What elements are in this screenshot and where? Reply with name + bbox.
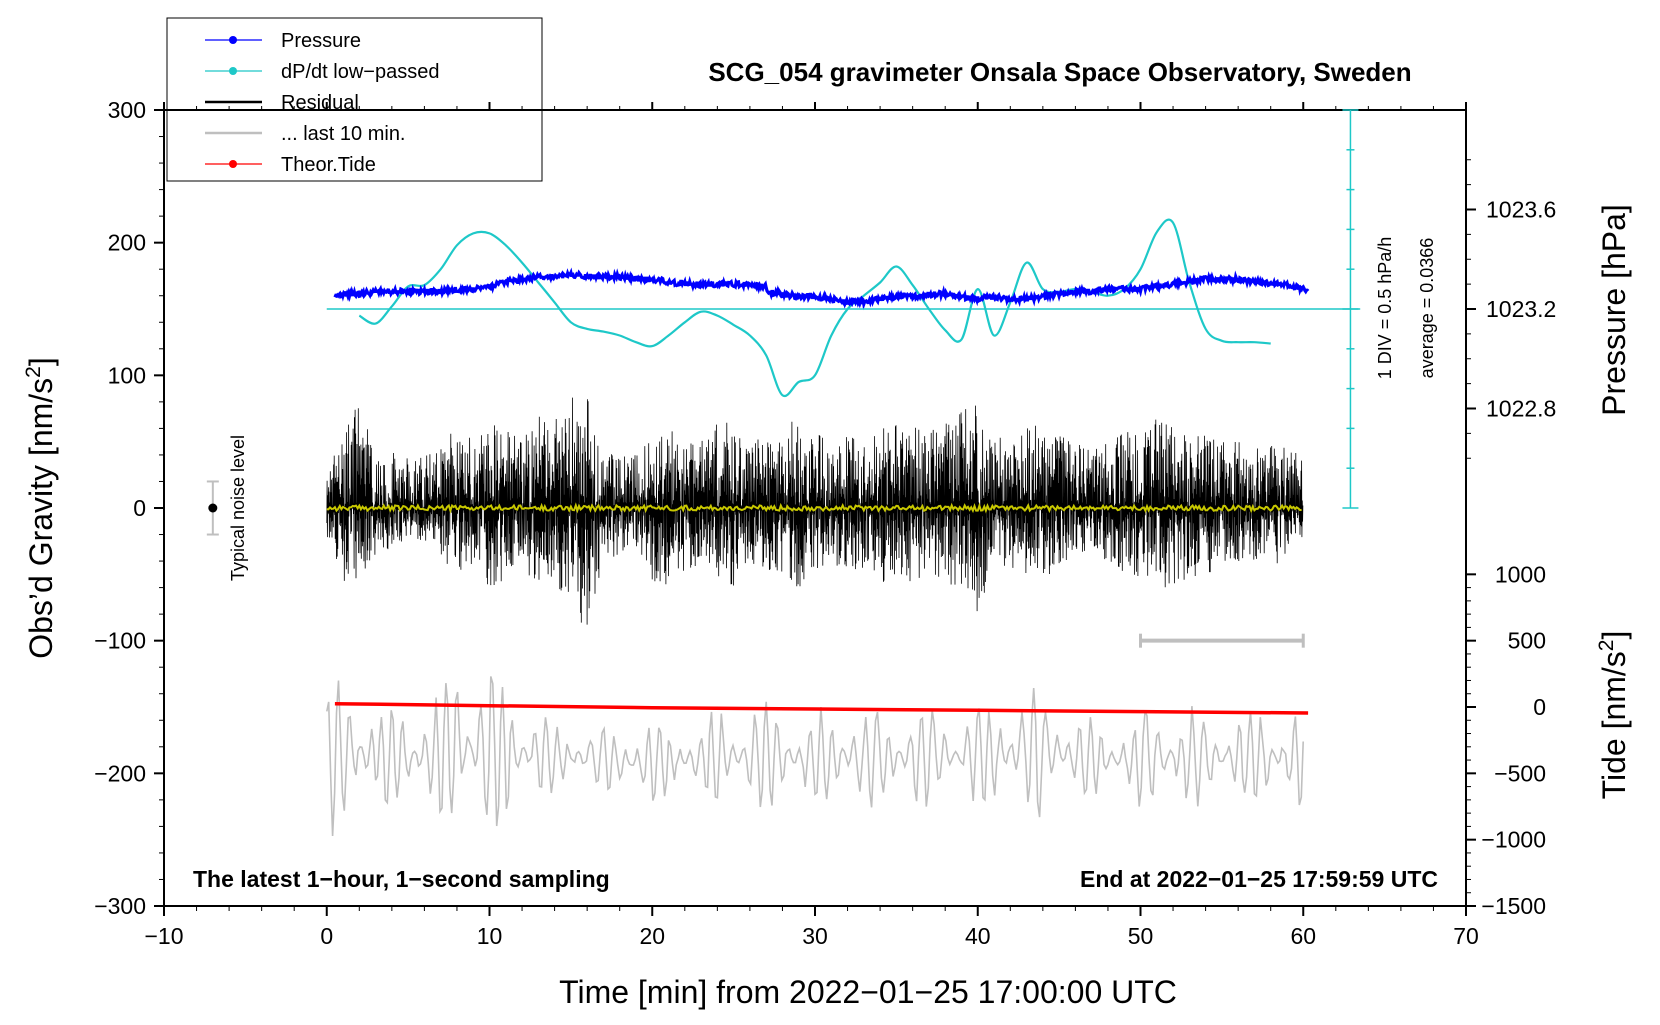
pressure-line: [333, 267, 1310, 311]
series-tide: [334, 701, 1309, 715]
legend-box: [166, 17, 543, 182]
y-tick-label: 300: [108, 97, 146, 123]
series-pressure: [333, 267, 1310, 311]
x-tick-label: 60: [1290, 923, 1316, 949]
tide-line: [334, 701, 1309, 715]
x-tick-label: 70: [1453, 923, 1479, 949]
last-10-min-line: [326, 676, 1304, 837]
y-axis-title-sup: 2: [22, 366, 45, 378]
y-tick-label: −200: [94, 760, 146, 786]
series-dpdt: [358, 218, 1271, 398]
tide-tick-label: 1000: [1495, 561, 1546, 587]
y-tick-label: −300: [94, 893, 146, 919]
legend: Pressure dP/dt low−passed Residual ... last…: [166, 17, 543, 182]
series-residual: [326, 397, 1304, 625]
tide-tick-label: −1500: [1481, 893, 1546, 919]
tide-axis-title: Tide [nm/s2]: [1595, 631, 1632, 800]
y-axis-title-main: Obs’d Gravity [nm/s: [23, 378, 59, 659]
y-tick-label: −100: [94, 628, 146, 654]
annotations: [206, 109, 1361, 648]
legend-marker: [229, 36, 237, 44]
legend-marker: [229, 67, 237, 75]
x-tick-label: 10: [477, 923, 503, 949]
x-tick-label: 0: [320, 923, 333, 949]
pressure-axis-title: Pressure [hPa]: [1596, 204, 1632, 416]
chart-title: SCG_054 gravimeter Onsala Space Observat…: [708, 57, 1411, 87]
x-axis: −10 0 10 20 30 40 50 60 70: [144, 102, 1479, 949]
legend-label: Pressure: [281, 30, 361, 52]
y-tick-label: 100: [108, 362, 146, 388]
tide-axis-title-end: ]: [1596, 631, 1632, 640]
pressure-tick-label: 1022.8: [1486, 396, 1556, 422]
y-axis-left: 300 200 100 0 −100 −200 −300: [94, 97, 164, 919]
y-axis-pressure: 1023.6 1023.2 1022.8: [1466, 159, 1556, 459]
dpdt-average-label: average = 0.0366: [1417, 238, 1437, 379]
footer-left: The latest 1−hour, 1−second sampling: [193, 866, 610, 892]
legend-label: Residual: [281, 92, 359, 114]
residual-line: [326, 397, 1304, 625]
x-tick-label: 20: [639, 923, 665, 949]
noise-level-label: Typical noise level: [228, 435, 248, 581]
pressure-tick-label: 1023.2: [1486, 296, 1556, 322]
x-tick-label: 40: [965, 923, 991, 949]
y-axis-tide: 1000 500 0 −500 −1000 −1500: [1466, 561, 1546, 919]
x-tick-label: −10: [144, 923, 183, 949]
residual-lowpass-line: [326, 502, 1302, 514]
legend-label: dP/dt low−passed: [281, 61, 439, 83]
tide-tick-label: 500: [1508, 628, 1546, 654]
tide-tick-label: 0: [1533, 694, 1546, 720]
y-axis-title: Obs’d Gravity [nm/s2]: [22, 357, 59, 659]
series-residual-lowpass: [326, 502, 1302, 514]
noise-level-dot: [208, 503, 218, 513]
legend-marker: [229, 160, 237, 168]
y-tick-label: 0: [133, 495, 146, 521]
x-axis-title: Time [min] from 2022−01−25 17:00:00 UTC: [559, 974, 1177, 1010]
tide-axis-title-main: Tide [nm/s: [1596, 651, 1632, 799]
tide-tick-label: −500: [1494, 760, 1546, 786]
y-axis-title-end: ]: [23, 357, 59, 366]
legend-label: ... last 10 min.: [281, 123, 406, 145]
dpdt-scale-label: 1 DIV = 0.5 hPa/h: [1375, 237, 1395, 380]
footer-right: End at 2022−01−25 17:59:59 UTC: [1080, 866, 1438, 892]
series-last-10-min: [326, 676, 1304, 837]
x-tick-label: 50: [1128, 923, 1154, 949]
tide-tick-label: −1000: [1481, 827, 1546, 853]
legend-label: Theor.Tide: [281, 154, 376, 176]
x-tick-label: 30: [802, 923, 828, 949]
legend-items: Pressure dP/dt low−passed Residual ... last…: [205, 30, 439, 176]
pressure-tick-label: 1023.6: [1486, 197, 1556, 223]
tide-axis-title-sup: 2: [1595, 640, 1618, 652]
dpdt-line: [358, 218, 1271, 398]
y-tick-label: 200: [108, 230, 146, 256]
